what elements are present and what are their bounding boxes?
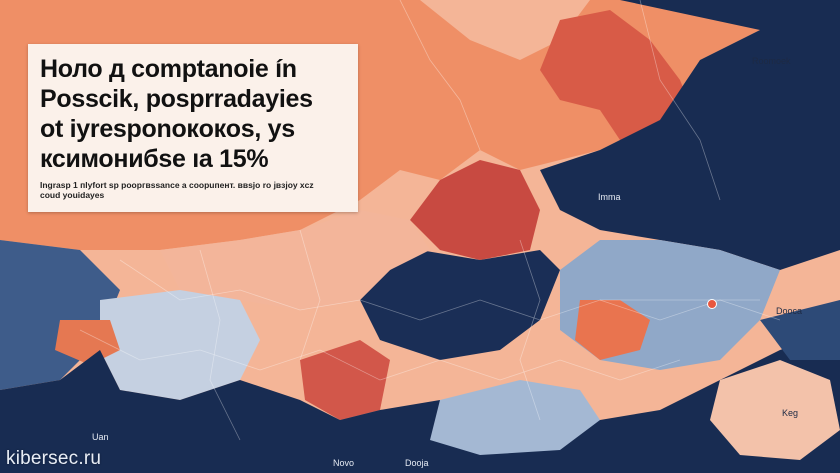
headline: Ноло д comptanoie ín Posscik, posprraday… <box>40 54 356 174</box>
location-marker-icon <box>707 299 717 309</box>
region-orange-east <box>575 300 650 360</box>
region-red-south <box>300 340 390 420</box>
region-peach-mid <box>160 210 430 310</box>
headline-line-3: ot iyresponoкoкos, ys <box>40 115 295 143</box>
region-borders <box>79 0 781 441</box>
watermark: kibersec.ru <box>6 448 102 469</box>
caption-line-1: Ingrasp 1 пlyfort sp рооргвssancе a соор… <box>40 180 314 190</box>
caption-line-2: coud youidayes <box>40 190 105 200</box>
region-central-red <box>410 160 540 260</box>
region-orange-west <box>55 320 120 365</box>
map-label-south-west: Uan <box>92 432 109 442</box>
headline-line-4: ксимонибsе ıa 15% <box>40 145 269 173</box>
map-label-north-east: Roomoek <box>752 56 791 66</box>
region-peach-south <box>710 360 840 460</box>
region-pale-blue-southwest <box>100 290 260 400</box>
map-label-south-center: Novo <box>333 458 355 468</box>
headline-line-1: Ноло д comptanoie ín <box>40 55 297 83</box>
region-navy-south <box>0 330 840 473</box>
region-north-red <box>540 10 700 150</box>
region-mid-blue-west <box>0 240 120 390</box>
region-mid-blue-east <box>760 300 840 360</box>
region-light-blue-south <box>430 380 600 455</box>
region-navy-northeast <box>540 0 840 270</box>
headline-card: Ноло д comptanoie ín Posscik, posprraday… <box>28 44 358 212</box>
map-label-east: Dooca <box>776 306 803 316</box>
map-label-center: Imma <box>598 192 621 202</box>
headline-line-2: Posscik, posprradayies <box>40 85 313 113</box>
caption: Ingrasp 1 пlyfort sp рооргвssancе a соор… <box>40 180 356 200</box>
map-label-south: Dooja <box>405 458 429 468</box>
region-navy-central <box>360 250 560 360</box>
map-label-south-east: Keg <box>782 408 799 418</box>
